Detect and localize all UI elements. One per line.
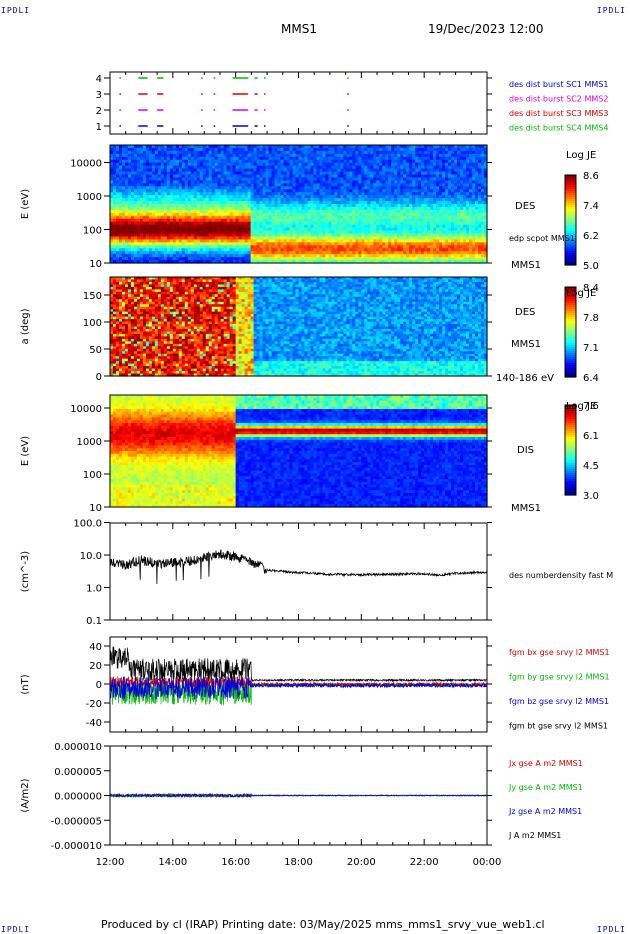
panel-des-energy (104, 145, 492, 264)
y-tick-label: 1 (96, 122, 102, 133)
y-tick-label: 4 (96, 74, 102, 85)
legend-entry: des dist burst SC1 MMS1 (509, 80, 608, 89)
y-axis-label: E (eV) (20, 189, 31, 219)
y-tick-label: 2 (96, 106, 102, 117)
y-tick-label: 3 (96, 90, 102, 101)
panel-frame (110, 72, 487, 134)
y-tick-label: 10 (89, 259, 102, 270)
legend-entry: des dist burst SC2 MMS2 (509, 95, 608, 104)
y-tick-label: 1000 (77, 192, 102, 203)
panel-burst (104, 72, 492, 134)
legend-entry: des dist burst SC4 MMS4 (509, 124, 608, 133)
y-tick-label: 10000 (70, 159, 102, 170)
heatmap-cells (110, 145, 488, 264)
legend-entry: des dist burst SC3 MMS3 (509, 109, 608, 118)
multi-panel-chart: 1 2 3 4 des dist burst SC1 MMS1 des dist burs… (0, 0, 630, 934)
y-tick-label: 100 (83, 226, 102, 237)
